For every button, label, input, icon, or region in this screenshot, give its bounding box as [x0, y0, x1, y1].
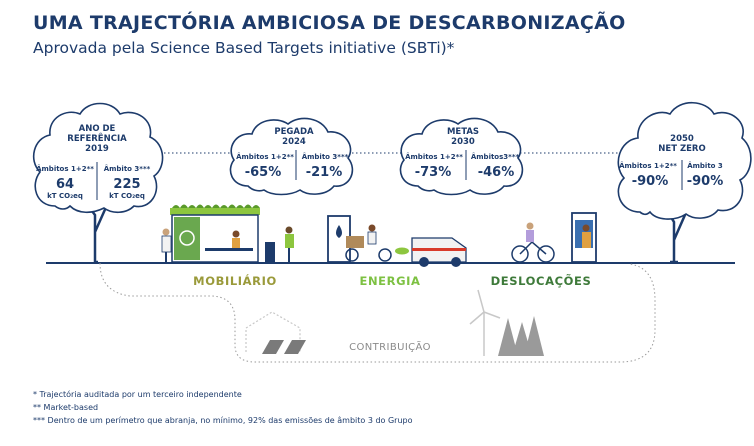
footprint-scope12-value: -65%: [245, 165, 282, 180]
baseline-tree: ANO DE REFERÊNCIA 2019 Âmbitos 1+2** 64 …: [32, 102, 164, 264]
footnote-3: *** Dentro de um perímetro que abranja, …: [33, 416, 413, 425]
person-right-head: [285, 226, 293, 234]
targets-scope3-value: -46%: [478, 165, 515, 180]
category-furniture: MOBILIÁRIO: [193, 273, 277, 288]
footprint-cloud: PEGADA 2024 Âmbitos 1+2** -65% Âmbito 3*…: [229, 117, 354, 196]
mobility-illustration: [511, 212, 597, 263]
baseline-tree-crown: [32, 102, 164, 214]
footprint-title: PEGADA: [274, 127, 314, 137]
targets-scope12-label: Âmbitos 1+2**: [405, 152, 463, 161]
baseline-scope12-unit: kT CO₂eq: [47, 192, 83, 200]
solar-panel-2: [284, 340, 306, 354]
shelter-panel: [174, 217, 200, 260]
pedestrian-body: [582, 232, 591, 248]
contribution-dotted-path: [99, 262, 656, 363]
baseline-year: 2019: [85, 144, 109, 154]
targets-year: 2030: [451, 137, 475, 147]
recycle-icon: [179, 230, 195, 246]
netzero-scope3-value: -90%: [687, 174, 724, 189]
cyclist-body: [526, 230, 534, 242]
footnote-2: ** Market-based: [33, 403, 99, 412]
person-right-body: [285, 234, 294, 248]
netzero-scope12-value: -90%: [632, 174, 669, 189]
solar-panel-1: [262, 340, 284, 354]
person-seated-body: [232, 238, 240, 248]
category-contribution: CONTRIBUIÇÃO: [349, 340, 431, 353]
targets-cloud-shape: [399, 117, 524, 196]
cargo-rider-head: [368, 224, 376, 232]
shelter-bench: [205, 248, 253, 251]
van-wheel-front: [451, 257, 461, 267]
targets-title: METAS: [447, 127, 479, 137]
shelter-plants: [172, 204, 260, 208]
footprint-scope3-value: -21%: [306, 165, 343, 180]
netzero-scope12-label: Âmbitos 1+2**: [619, 161, 677, 170]
targets-scope12-value: -73%: [415, 165, 452, 180]
pedestrian-head: [582, 224, 590, 232]
person-left-body: [161, 235, 172, 253]
person-seated-head: [232, 230, 240, 238]
charging-drop-icon: [336, 225, 342, 238]
bus-shelter-illustration: [161, 204, 294, 263]
footprint-year: 2024: [282, 137, 306, 147]
baseline-scope12-label: Âmbitos 1+2**: [36, 164, 94, 173]
shelter-frame: [171, 214, 259, 263]
baseline-title-1: ANO DE: [79, 124, 116, 134]
forest-trees: [498, 316, 544, 356]
bike-wheel-back: [511, 245, 529, 263]
shelter-green-roof: [170, 208, 260, 215]
netzero-tree-crown: [617, 101, 752, 220]
footprint-scope3-label: Âmbito 3***: [302, 152, 349, 161]
contribution-illustration: CONTRIBUIÇÃO: [245, 289, 544, 356]
category-mobility: DESLOCAÇÕES: [491, 273, 592, 288]
category-energy: ENERGIA: [359, 274, 420, 288]
netzero-title: NET ZERO: [658, 144, 705, 154]
wind-turbine-blades: [469, 289, 501, 325]
cargo-rider-body: [367, 231, 377, 245]
targets-cloud: METAS 2030 Âmbitos 1+2** -73% Âmbitos3**…: [399, 117, 524, 196]
netzero-year: 2050: [670, 134, 694, 144]
netzero-tree: 2050 NET ZERO Âmbitos 1+2** -90% Âmbito …: [617, 101, 752, 264]
baseline-title-2: REFERÊNCIA: [67, 132, 127, 144]
green-leaf: [395, 247, 409, 255]
footnote-1: * Trajectória auditada por um terceiro i…: [33, 390, 242, 399]
baseline-scope3-label: Âmbito 3***: [104, 164, 151, 173]
solar-building-outline: [245, 311, 301, 352]
person-left-head: [162, 228, 170, 236]
netzero-scope3-label: Âmbito 3: [687, 161, 723, 170]
recycling-bin: [265, 242, 275, 262]
cargo-bike-box: [346, 236, 364, 248]
baseline-scope3-value: 225: [113, 177, 140, 192]
page-title: UMA TRAJECTÓRIA AMBICIOSA DE DESCARBONIZ…: [33, 12, 626, 34]
cyclist-head: [526, 222, 534, 230]
targets-scope3-label: Âmbitos3***: [471, 152, 520, 161]
baseline-scope12-value: 64: [56, 177, 74, 192]
page-subtitle: Aprovada pela Science Based Targets init…: [33, 39, 455, 57]
bike-wheel-front: [537, 245, 555, 263]
van-stripe: [412, 248, 466, 251]
cargo-bike-wheel-back: [345, 248, 359, 262]
van-wheel-back: [419, 257, 429, 267]
energy-illustration: [327, 215, 467, 267]
cargo-bike-wheel-front: [378, 248, 392, 262]
baseline-scope3-unit: kT CO₂eq: [109, 192, 145, 200]
footprint-scope12-label: Âmbitos 1+2**: [236, 152, 294, 161]
footprint-cloud-shape: [229, 117, 354, 196]
